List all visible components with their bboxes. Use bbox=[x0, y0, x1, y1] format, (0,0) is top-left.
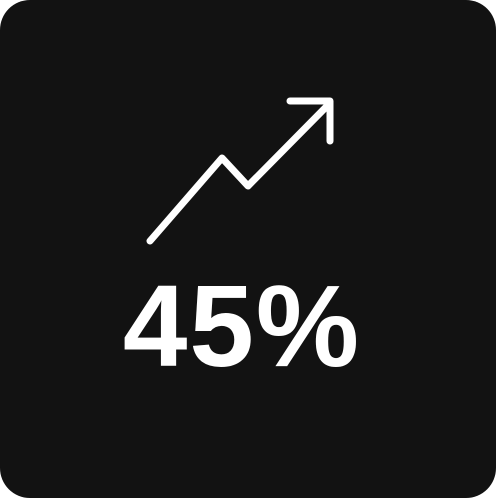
stat-value: 45% bbox=[122, 261, 362, 391]
trend-up-arrow-icon bbox=[146, 97, 334, 245]
